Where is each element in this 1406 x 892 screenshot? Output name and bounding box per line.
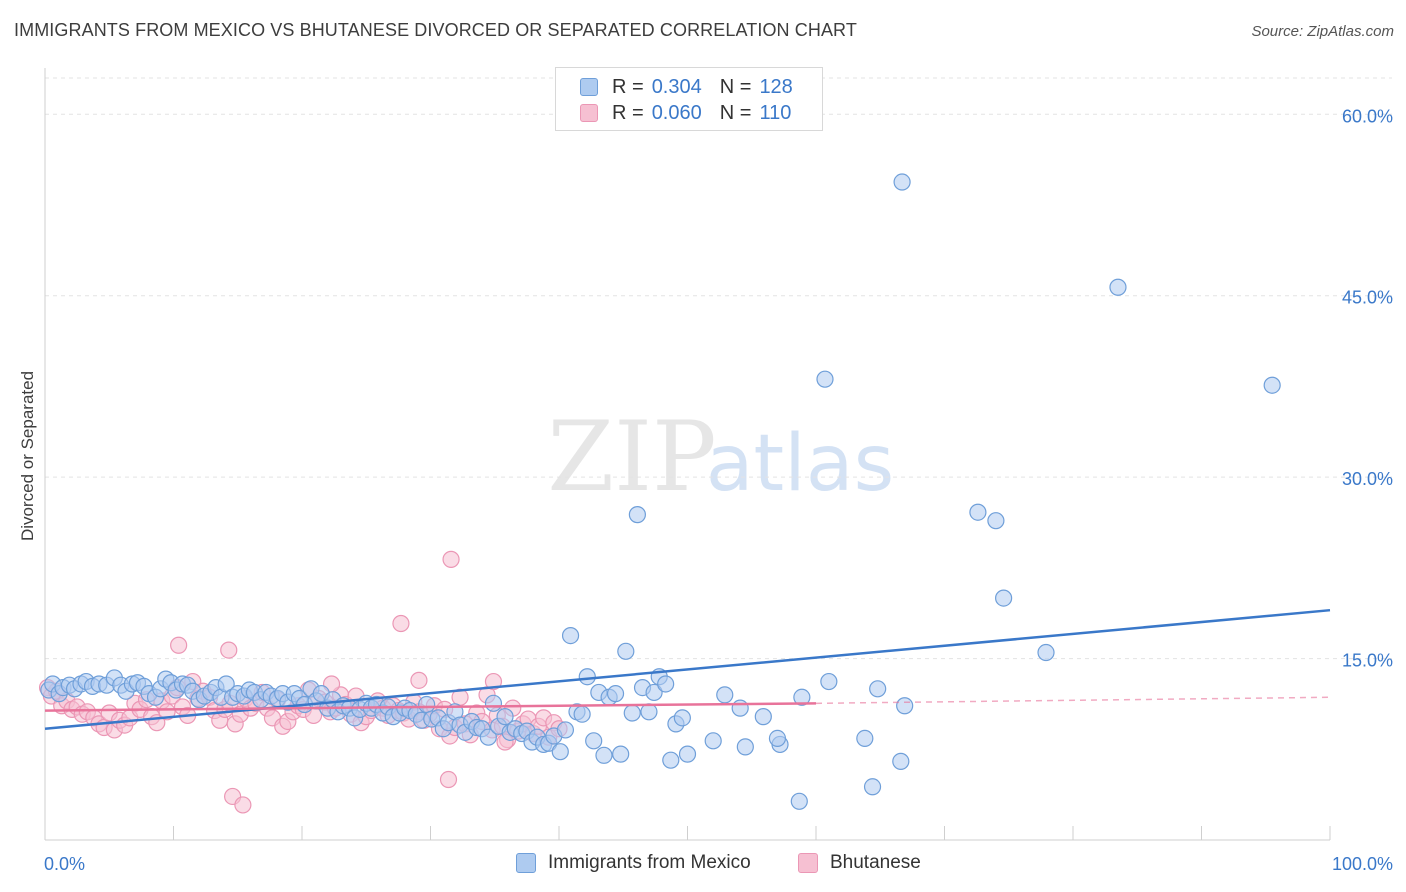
mexico-point (657, 675, 675, 693)
mexico-point (736, 738, 754, 756)
x-tick-label: 0.0% (44, 854, 85, 874)
mexico-point (793, 688, 811, 706)
mexico-point (496, 708, 514, 726)
mexico-point (673, 709, 691, 727)
legend-r-value: 0.304 (651, 75, 702, 98)
mexico-point (479, 728, 497, 746)
legend-r-value: 0.060 (651, 101, 702, 124)
mexico-point (623, 704, 641, 722)
mexico-point (969, 503, 987, 521)
bhutanese-trend-line (44, 702, 817, 712)
bhutanese-point (220, 641, 238, 659)
mexico-point (731, 699, 749, 717)
mexico-point (754, 708, 772, 726)
bhutanese-point (442, 550, 460, 568)
bhutanese-trend-extension (815, 696, 1331, 705)
legend-r-label: R = (612, 75, 644, 98)
legend-row-bhutanese: R = 0.060 N = 110 (580, 101, 791, 125)
mexico-point (869, 680, 887, 698)
mexico-point (645, 683, 663, 702)
mexico-point (1037, 643, 1055, 662)
mexico-point (790, 792, 808, 810)
legend-n-label: N = (719, 101, 752, 124)
legend-row-mexico: R = 0.304 N = 128 (580, 75, 793, 99)
mexico-point (573, 705, 591, 723)
y-tick-label: 45.0% (1342, 288, 1393, 308)
mexico-point (628, 506, 646, 524)
legend-n-value: 128 (759, 75, 793, 98)
mexico-point (606, 685, 625, 703)
mexico-point (662, 751, 680, 769)
mexico-point (1109, 278, 1127, 296)
mexico-point (617, 642, 635, 660)
mexico-point (418, 695, 436, 714)
mexico-point (578, 668, 596, 686)
y-tick-label: 60.0% (1342, 106, 1393, 126)
mexico-point (987, 512, 1005, 530)
mexico-point (484, 694, 503, 712)
chart-title: IMMIGRANTS FROM MEXICO VS BHUTANESE DIVO… (14, 20, 857, 40)
legend-item-label: Bhutanese (830, 852, 921, 873)
bhutanese-point (484, 672, 503, 691)
mexico-point (585, 732, 603, 750)
mexico-point (678, 745, 697, 763)
mexico-point (892, 752, 910, 770)
bhutanese-point (439, 770, 458, 789)
pink-swatch-icon (580, 104, 598, 122)
watermark-atlas: atlas (706, 419, 895, 509)
mexico-point (863, 778, 882, 796)
pink-swatch-icon (798, 853, 818, 873)
bhutanese-point (392, 614, 410, 633)
mexico-point (551, 743, 569, 761)
legend-n-label: N = (719, 75, 752, 98)
bhutanese-point (234, 796, 252, 814)
mexico-point (896, 697, 914, 715)
mexico-point (768, 729, 787, 748)
y-tick-label: 15.0% (1342, 651, 1393, 671)
legend-item-mexico[interactable]: Immigrants from Mexico (516, 852, 751, 874)
mexico-point (816, 370, 834, 388)
mexico-point (716, 686, 734, 704)
mexico-point (704, 732, 722, 750)
bhutanese-point (410, 671, 428, 689)
mexico-point (595, 746, 613, 764)
legend-r-label: R = (612, 101, 644, 124)
legend-n-value: 110 (759, 101, 792, 124)
bhutanese-point (158, 703, 176, 721)
mexico-point (856, 729, 874, 748)
correlation-legend: R = 0.304 N = 128 R = 0.060 N = 110 (555, 67, 823, 131)
x-tick-label: 100.0% (1332, 854, 1393, 874)
mexico-point (561, 626, 580, 645)
legend-item-bhutanese[interactable]: Bhutanese (798, 852, 921, 874)
mexico-point (556, 721, 575, 739)
blue-swatch-icon (516, 853, 536, 873)
series-legend: Immigrants from Mexico Bhutanese (0, 852, 1406, 878)
y-tick-label: 30.0% (1342, 469, 1393, 489)
source-label: Source: ZipAtlas.com (1251, 23, 1394, 40)
blue-swatch-icon (580, 78, 598, 96)
watermark-zip: ZIP (547, 401, 716, 513)
mexico-point (995, 589, 1013, 607)
mexico-point (820, 672, 838, 691)
mexico-point (612, 745, 630, 763)
mexico-point (893, 173, 911, 191)
mexico-point (1263, 376, 1281, 394)
legend-item-label: Immigrants from Mexico (548, 852, 751, 873)
bhutanese-point (170, 636, 188, 654)
